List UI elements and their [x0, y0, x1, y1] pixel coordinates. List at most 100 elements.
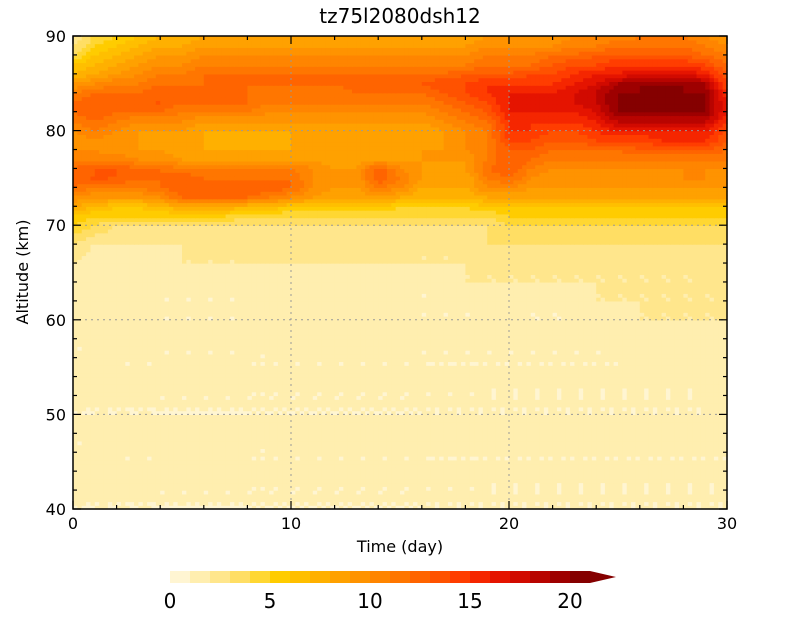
heatmap-cell [570, 471, 575, 475]
heatmap-cell [662, 467, 667, 471]
heatmap-cell [718, 414, 723, 418]
heatmap-cell [579, 384, 584, 388]
heatmap-cell [518, 498, 523, 502]
heatmap-cell [361, 464, 366, 468]
heatmap-cell [99, 380, 104, 384]
heatmap-cell [444, 433, 449, 437]
heatmap-cell [396, 448, 401, 452]
heatmap-cell [513, 448, 518, 452]
heatmap-cell [553, 471, 558, 475]
heatmap-cell [121, 467, 126, 471]
heatmap-cell [221, 501, 226, 505]
heatmap-cell [226, 384, 231, 388]
heatmap-cell [683, 467, 688, 471]
heatmap-cell [335, 486, 340, 490]
heatmap-cell [361, 498, 366, 502]
heatmap-cell [199, 426, 204, 430]
heatmap-cell [165, 422, 170, 426]
heatmap-cell [121, 384, 126, 388]
heatmap-cell [518, 464, 523, 468]
heatmap-cell [156, 494, 161, 498]
heatmap-cell [260, 475, 265, 479]
heatmap-cell [86, 380, 91, 384]
heatmap-cell [435, 392, 440, 396]
heatmap-cell [714, 494, 719, 498]
heatmap-cell [326, 479, 331, 483]
heatmap-cell [234, 407, 239, 411]
heatmap-cell [151, 452, 156, 456]
heatmap-cell [352, 460, 357, 464]
heatmap-cell [618, 392, 623, 396]
heatmap-cell [614, 464, 619, 468]
heatmap-cell [99, 395, 104, 399]
heatmap-cell [339, 460, 344, 464]
heatmap-cell [592, 490, 597, 494]
heatmap-cell [178, 471, 183, 475]
heatmap-cell [649, 392, 654, 396]
heatmap-cell [86, 475, 91, 479]
heatmap-cell [269, 479, 274, 483]
heatmap-cell [186, 490, 191, 494]
heatmap-cell [247, 414, 252, 418]
heatmap-cell [487, 494, 492, 498]
heatmap-cell [657, 437, 662, 441]
heatmap-cell [474, 422, 479, 426]
heatmap-cell [217, 380, 222, 384]
heatmap-cell [147, 471, 152, 475]
heatmap-cell [618, 501, 623, 505]
heatmap-cell [356, 471, 361, 475]
heatmap-cell [474, 433, 479, 437]
heatmap-cell [369, 392, 374, 396]
heatmap-cell [526, 384, 531, 388]
heatmap-cell [649, 403, 654, 407]
heatmap-cell [670, 475, 675, 479]
heatmap-cell [117, 467, 122, 471]
heatmap-cell [378, 498, 383, 502]
heatmap-cell [483, 384, 488, 388]
heatmap-cell [583, 490, 588, 494]
heatmap-cell [178, 433, 183, 437]
heatmap-cell [649, 475, 654, 479]
heatmap-cell [95, 475, 100, 479]
heatmap-cell [483, 452, 488, 456]
heatmap-cell [269, 430, 274, 434]
heatmap-cell [387, 475, 392, 479]
heatmap-cell [718, 486, 723, 490]
heatmap-cell [265, 501, 270, 505]
heatmap-cell [649, 452, 654, 456]
heatmap-cell [77, 422, 82, 426]
heatmap-cell [635, 467, 640, 471]
heatmap-cell [90, 456, 95, 460]
heatmap-cell [666, 501, 671, 505]
heatmap-cell [182, 441, 187, 445]
heatmap-cell [574, 418, 579, 422]
heatmap-cell [614, 433, 619, 437]
heatmap-cell [77, 433, 82, 437]
heatmap-cell [557, 392, 562, 396]
heatmap-cell [457, 501, 462, 505]
heatmap-cell [531, 437, 536, 441]
heatmap-cell [383, 388, 388, 392]
heatmap-cell [574, 403, 579, 407]
heatmap-cell [644, 441, 649, 445]
heatmap-cell [688, 395, 693, 399]
heatmap-cell [295, 384, 300, 388]
heatmap-cell [365, 494, 370, 498]
heatmap-cell [86, 414, 91, 418]
heatmap-cell [540, 452, 545, 456]
heatmap-cell [260, 441, 265, 445]
heatmap-cell [413, 464, 418, 468]
heatmap-cell [300, 456, 305, 460]
heatmap-cell [99, 460, 104, 464]
heatmap-cell [217, 471, 222, 475]
heatmap-cell [291, 414, 296, 418]
heatmap-cell [278, 384, 283, 388]
heatmap-cell [627, 464, 632, 468]
heatmap-cell [217, 437, 222, 441]
heatmap-cell [213, 426, 218, 430]
heatmap-cell [470, 422, 475, 426]
heatmap-cell [104, 384, 109, 388]
heatmap-cell [308, 430, 313, 434]
heatmap-cell [688, 490, 693, 494]
heatmap-cell [692, 388, 697, 392]
